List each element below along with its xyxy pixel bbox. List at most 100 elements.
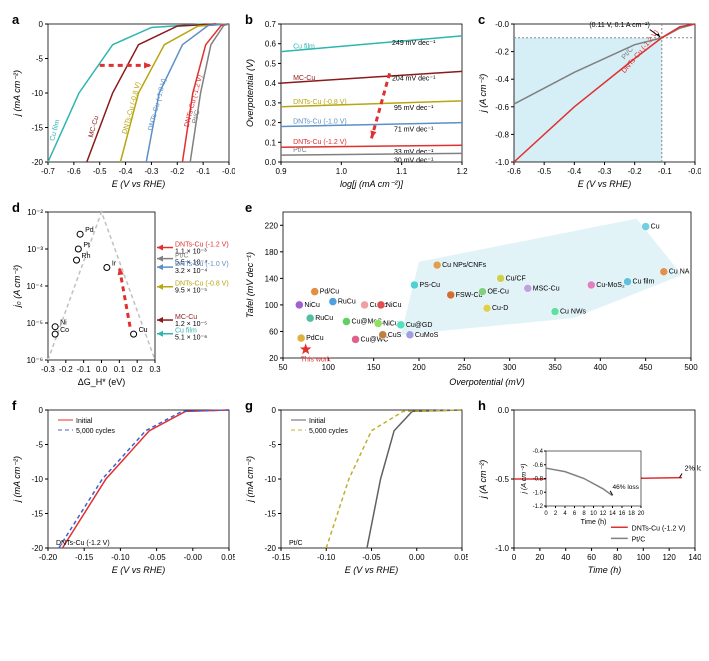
figure-grid: a-0.7-0.6-0.5-0.4-0.3-0.2-0.1-0.0-20-15-… [0,0,709,586]
svg-text:-20: -20 [31,544,43,553]
svg-text:180: 180 [265,248,279,257]
svg-text:450: 450 [639,363,653,372]
svg-text:Cu/CF: Cu/CF [506,275,526,282]
svg-text:MSC-Cu: MSC-Cu [533,285,560,292]
svg-text:Pt/C: Pt/C [632,536,646,543]
svg-text:16: 16 [619,511,626,517]
svg-text:-10: -10 [264,475,276,484]
svg-text:20: 20 [269,354,278,363]
svg-text:-0.0: -0.0 [688,167,701,176]
svg-text:0.05: 0.05 [221,553,235,562]
panel-label-b: b [245,12,253,27]
svg-text:95 mV dec⁻¹: 95 mV dec⁻¹ [394,105,434,112]
svg-text:Overpotential (mV): Overpotential (mV) [449,377,525,387]
svg-text:-0.6: -0.6 [533,463,544,469]
svg-text:NiCu: NiCu [304,302,320,309]
svg-text:0.1: 0.1 [114,365,126,374]
svg-text:3.2 × 10⁻⁴: 3.2 × 10⁻⁴ [175,268,207,275]
svg-text:E (V vs RHE): E (V vs RHE) [578,179,632,189]
svg-text:-0.4: -0.4 [119,167,133,176]
svg-text:-0.6: -0.6 [507,167,521,176]
svg-text:Cu-D: Cu-D [492,305,508,312]
svg-text:-0.4: -0.4 [533,449,544,455]
svg-text:2% loss: 2% loss [685,466,701,473]
svg-text:0.1: 0.1 [265,138,277,147]
svg-text:0: 0 [544,511,548,517]
svg-text:500: 500 [684,363,698,372]
svg-text:1.0: 1.0 [336,167,348,176]
svg-text:1.1: 1.1 [396,167,408,176]
svg-text:100: 100 [322,363,336,372]
svg-text:5,000 cycles: 5,000 cycles [309,428,348,435]
svg-text:E (V vs RHE): E (V vs RHE) [112,179,166,189]
svg-text:DNTs-Cu (-0.8 V): DNTs-Cu (-0.8 V) [175,281,229,288]
svg-text:PS-Cu: PS-Cu [419,282,440,289]
svg-text:120: 120 [662,553,676,562]
svg-text:0.4: 0.4 [265,79,277,88]
svg-text:-0.3: -0.3 [145,167,159,176]
svg-text:-0.05: -0.05 [362,553,381,562]
svg-text:0.00: 0.00 [409,553,425,562]
svg-text:204 mV dec⁻¹: 204 mV dec⁻¹ [392,75,436,82]
svg-text:-20: -20 [264,544,276,553]
svg-text:-0.8: -0.8 [533,477,544,483]
svg-text:Cu: Cu [651,224,660,231]
svg-text:400: 400 [594,363,608,372]
svg-text:14: 14 [609,511,616,517]
svg-text:Cu@GD: Cu@GD [406,322,433,329]
svg-text:Overpotential (V): Overpotential (V) [245,59,255,127]
svg-text:E (V vs RHE): E (V vs RHE) [112,565,166,575]
svg-text:0.3: 0.3 [265,99,277,108]
panel-h: h020406080100120140-1.0-0.50.0Time (h)j … [476,396,701,576]
svg-text:5.1 × 10⁻⁶: 5.1 × 10⁻⁶ [175,335,207,342]
svg-text:0.2: 0.2 [132,365,144,374]
svg-text:Time (h): Time (h) [588,565,621,575]
svg-text:DNTs-Cu (-1.2 V): DNTs-Cu (-1.2 V) [56,540,110,547]
svg-text:-0.5: -0.5 [495,475,509,484]
panel-label-h: h [478,398,486,413]
svg-text:-1.2: -1.2 [533,504,544,510]
svg-text:-0.10: -0.10 [317,553,336,562]
svg-text:E (V vs RHE): E (V vs RHE) [345,565,399,575]
svg-text:350: 350 [548,363,562,372]
svg-text:-0.5: -0.5 [93,167,107,176]
svg-text:(0.11 V, 0.1 A cm⁻²): (0.11 V, 0.1 A cm⁻²) [589,22,650,29]
svg-text:50: 50 [279,363,288,372]
svg-text:Cu film: Cu film [175,328,197,335]
svg-text:Cu-MoS₂: Cu-MoS₂ [596,282,625,289]
svg-text:250: 250 [458,363,472,372]
svg-text:220: 220 [265,221,279,230]
svg-text:-0.4: -0.4 [495,75,509,84]
svg-text:Cu NA: Cu NA [669,269,690,276]
svg-text:0.7: 0.7 [265,20,277,29]
svg-text:j₀ (A cm⁻²): j₀ (A cm⁻²) [12,265,22,308]
svg-text:Rh: Rh [82,253,91,260]
svg-text:Co: Co [60,327,69,334]
svg-text:18: 18 [628,511,635,517]
svg-text:-0.15: -0.15 [75,553,94,562]
svg-text:Initial: Initial [76,418,93,425]
svg-text:Ni: Ni [60,320,67,327]
svg-text:60: 60 [587,553,596,562]
panel-label-c: c [478,12,485,27]
panel-b: b0.91.01.11.20.00.10.20.30.40.50.60.7log… [243,10,468,190]
svg-text:DNTs-Cu (-0.8 V): DNTs-Cu (-0.8 V) [293,99,347,106]
panel-f: f-0.20-0.15-0.10-0.05-0.000.05-20-15-10-… [10,396,235,576]
svg-text:-10: -10 [31,89,43,98]
svg-text:Cu film: Cu film [49,119,61,142]
svg-text:80: 80 [613,553,622,562]
svg-text:MC-Cu: MC-Cu [293,75,315,82]
svg-text:Time (h): Time (h) [581,519,607,526]
svg-text:0.0: 0.0 [96,365,108,374]
panel-label-e: e [245,200,252,215]
svg-text:Pd/Cu: Pd/Cu [320,289,340,296]
svg-text:-0.10: -0.10 [111,553,130,562]
svg-text:-15: -15 [31,510,43,519]
svg-text:-15: -15 [31,124,43,133]
svg-text:0.3: 0.3 [149,365,161,374]
svg-text:Pt/C: Pt/C [175,253,189,260]
svg-text:-0.2: -0.2 [628,167,642,176]
svg-text:RuCu: RuCu [315,315,333,322]
svg-text:Cu film: Cu film [293,44,315,51]
svg-text:CuMoS: CuMoS [415,332,439,339]
